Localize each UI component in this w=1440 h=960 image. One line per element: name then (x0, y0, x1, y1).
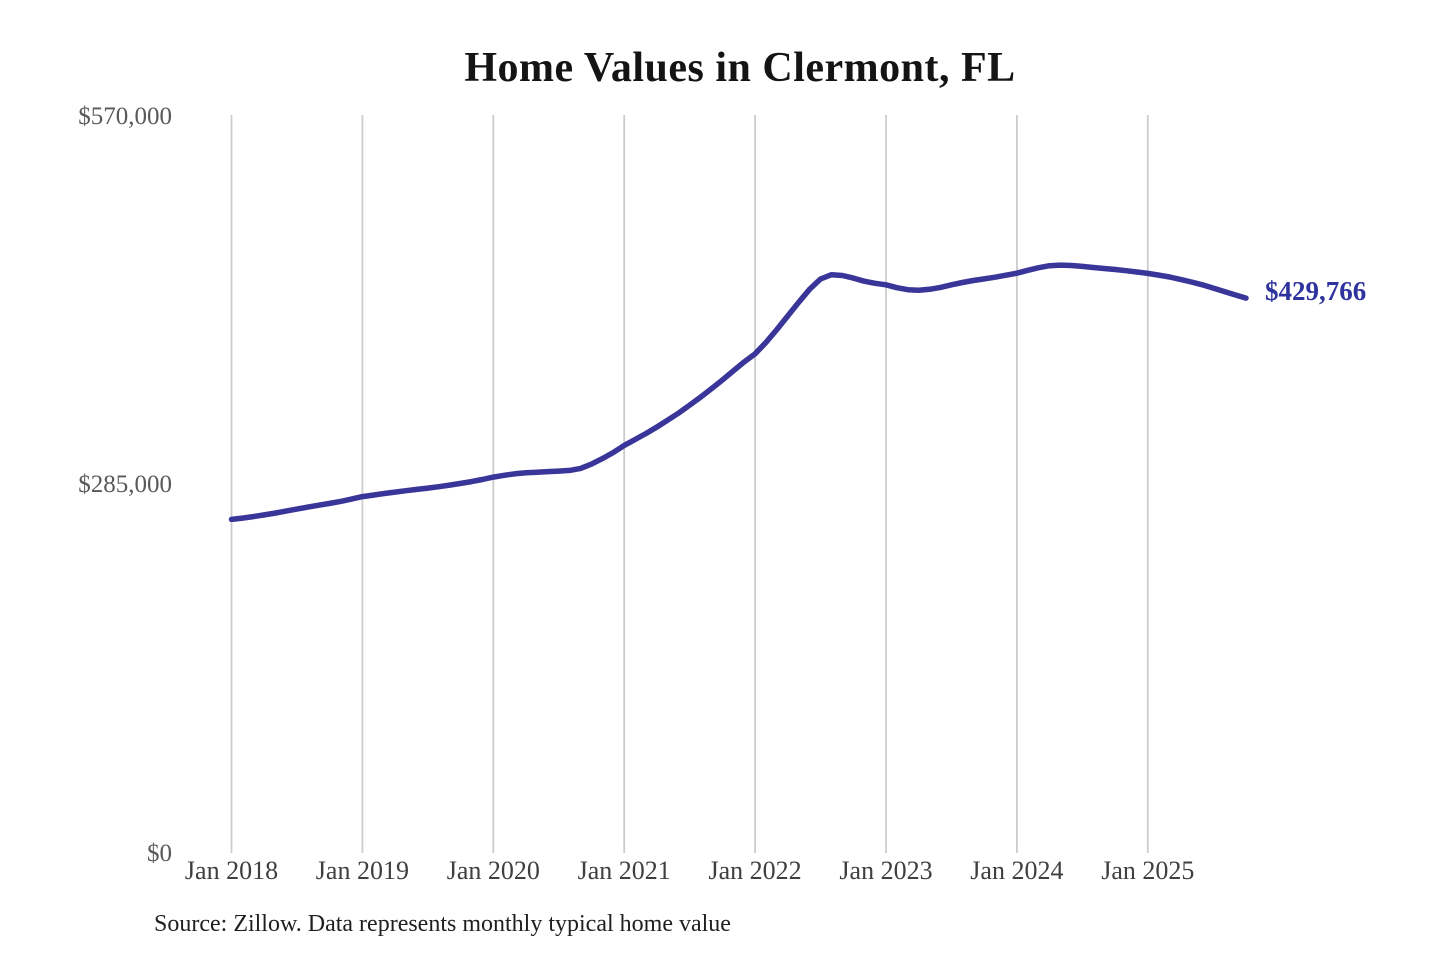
current-value-label: $429,766 (1264, 276, 1367, 307)
x-tick-label: Jan 2018 (184, 856, 279, 885)
x-tick-label: Jan 2020 (446, 856, 540, 885)
x-tick-label: Jan 2021 (577, 856, 671, 885)
y-tick-label-285000: $285,000 (78, 471, 172, 498)
y-tick-label-570000: $570,000 (78, 103, 172, 130)
x-tick-label: Jan 2024 (970, 856, 1064, 885)
y-tick-label-0: $0 (147, 840, 172, 867)
x-tick-label: Jan 2019 (315, 856, 409, 885)
gridlines (230, 115, 1149, 853)
source-note: Source: Zillow. Data represents monthly … (154, 911, 731, 937)
x-tick-label: Jan 2025 (1101, 856, 1195, 885)
x-tick-label: Jan 2022 (708, 856, 802, 885)
home-value-line (228, 262, 1249, 523)
x-tick-label: Jan 2023 (839, 856, 933, 885)
chart-title: Home Values in Clermont, FL (464, 45, 1016, 91)
